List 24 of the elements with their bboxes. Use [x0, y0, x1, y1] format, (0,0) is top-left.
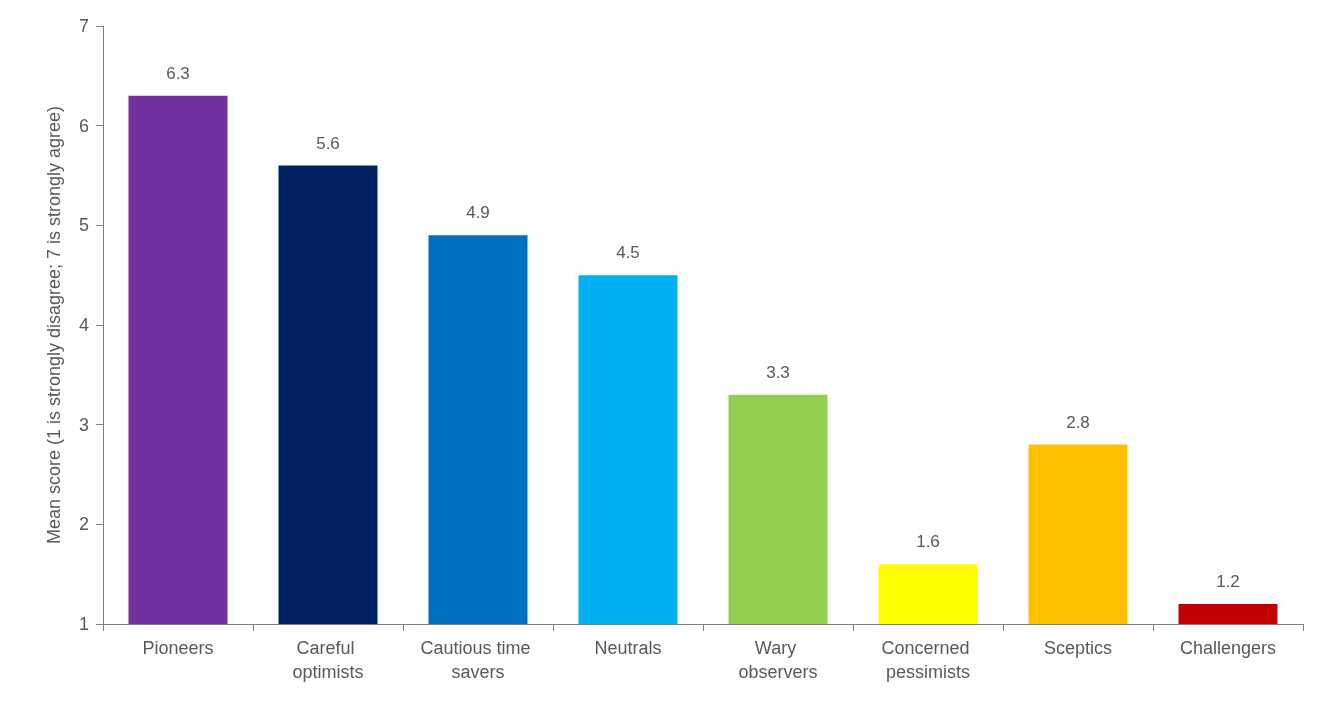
x-tick-label: Neutrals [594, 638, 662, 658]
data-label: 3.3 [766, 362, 790, 382]
y-tick-label: 1 [78, 614, 89, 634]
data-label: 1.2 [1216, 572, 1240, 592]
x-tick-label: Cautious time savers [420, 638, 536, 682]
y-tick-label: 3 [78, 414, 89, 435]
data-label: 5.6 [316, 133, 340, 153]
y-tick-label: 6 [78, 115, 89, 136]
data-label: 6.3 [166, 63, 190, 83]
y-tick-label: 5 [78, 215, 89, 236]
x-tick-label: Sceptics [1043, 638, 1113, 658]
data-label: 1.6 [916, 532, 940, 552]
y-tick-label: 2 [78, 514, 89, 535]
data-label: 4.9 [466, 203, 490, 223]
y-axis-title: Mean score (1 is strongly disagree; 7 is strongly agree) [44, 105, 64, 545]
data-label: 4.5 [616, 243, 640, 263]
x-tick-label: Challengers [1179, 638, 1277, 658]
data-label: 2.8 [1066, 412, 1090, 432]
x-tick-label: Concerned pessimists [881, 638, 975, 682]
y-tick-label: 4 [78, 315, 89, 335]
x-tick-label: Pioneers [142, 638, 214, 658]
x-tick-label: Careful optimists [292, 638, 364, 682]
x-tick-label: Wary observers [738, 638, 818, 682]
y-tick-label: 7 [78, 16, 89, 36]
